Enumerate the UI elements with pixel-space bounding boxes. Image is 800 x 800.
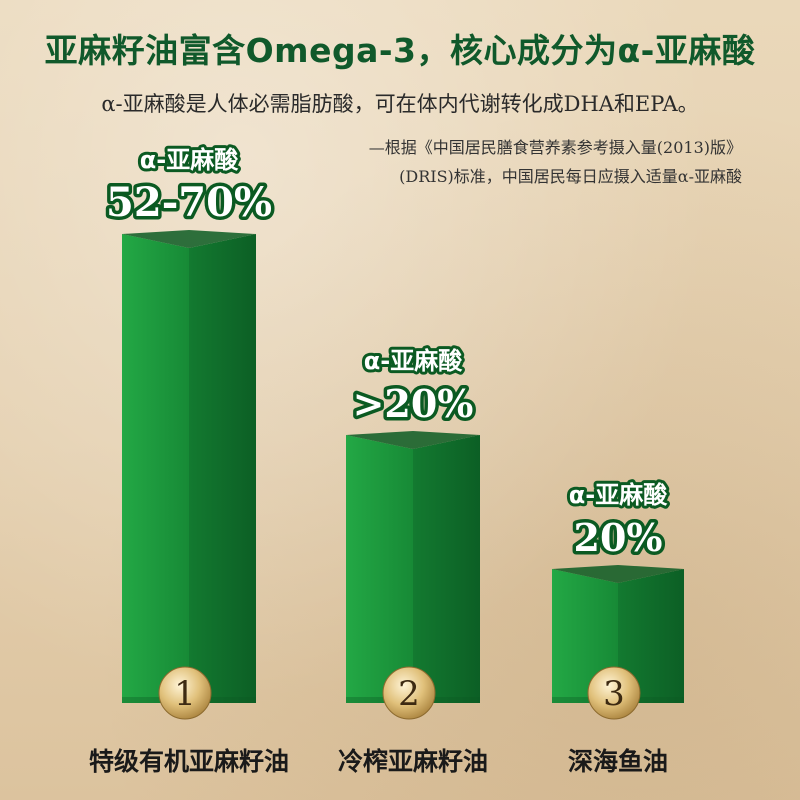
rank-badge-2: 2 [382, 666, 436, 720]
value-label: 52-70% [106, 179, 272, 226]
subtitle: α-亚麻酸是人体必需脂肪酸，可在体内代谢转化成DHA和EPA。 [101, 92, 699, 116]
bar-front-face [122, 234, 189, 703]
value-label: >20% [353, 381, 474, 426]
rank-number: 1 [174, 674, 196, 714]
value-label-prefix: α-亚麻酸 [569, 481, 668, 509]
value-label: 20% [574, 515, 663, 560]
bar-2 [346, 431, 480, 703]
rank-badge-1: 1 [158, 666, 212, 720]
bar-top-face [346, 431, 480, 449]
bar-front-face [346, 435, 413, 703]
value-label-prefix: α-亚麻酸 [364, 347, 463, 375]
reference-line-1: —根据《中国居民膳食营养素参考摄入量(2013)版》 [368, 138, 742, 157]
category-label: 冷榨亚麻籽油 [338, 747, 488, 776]
bar-1 [122, 230, 256, 703]
bar-side-face [189, 234, 256, 703]
bar-front-face [552, 569, 618, 703]
bar-top-face [552, 565, 684, 583]
bar-top-face [122, 230, 256, 248]
category-label: 特级有机亚麻籽油 [89, 747, 289, 776]
bar-side-face [618, 569, 684, 703]
rank-number: 3 [603, 674, 625, 714]
category-label: 深海鱼油 [568, 747, 668, 776]
value-label-prefix: α-亚麻酸 [140, 146, 239, 174]
bar-side-face [413, 435, 480, 703]
rank-badge-3: 3 [587, 666, 641, 720]
reference-line-2: (DRIS)标准，中国居民每日应摄入适量α-亚麻酸 [399, 167, 742, 186]
rank-number: 2 [398, 674, 420, 714]
page-title: 亚麻籽油富含Omega-3，核心成分为α-亚麻酸 [44, 31, 756, 70]
